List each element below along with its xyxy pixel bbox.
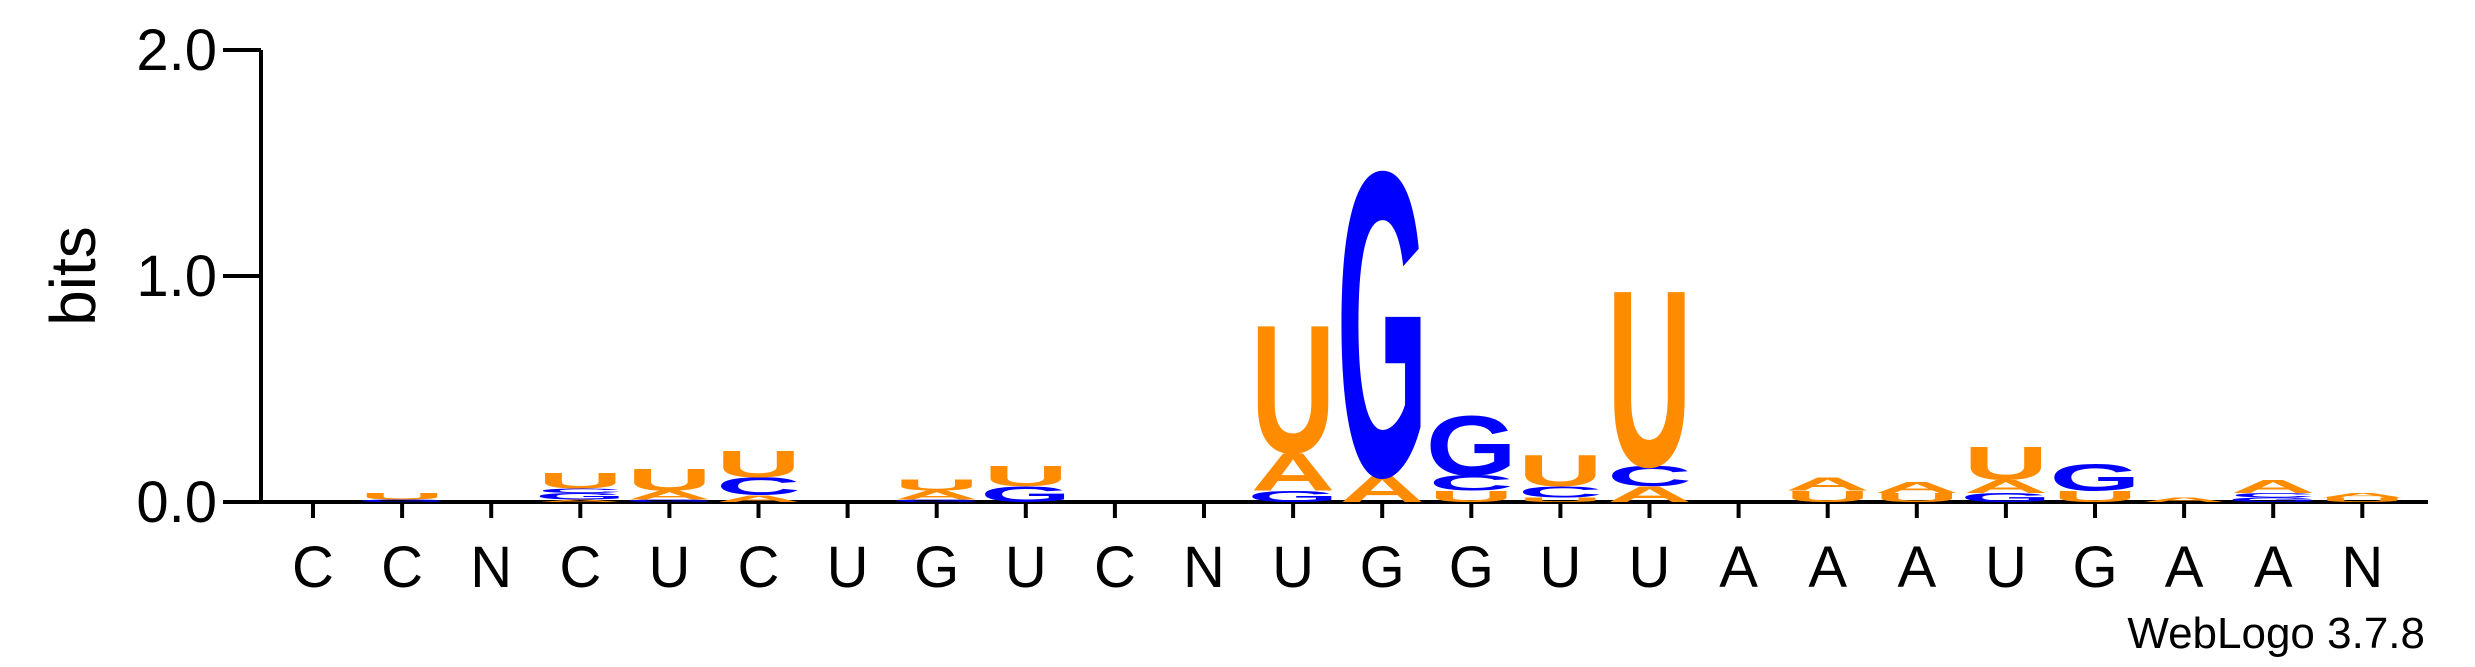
logo-letter-g: G [535, 491, 626, 502]
logo-letter-g: G [1426, 398, 1517, 494]
logo-letter-a: A [1607, 482, 1692, 507]
x-tick-label: U [1539, 535, 1581, 600]
logo-letter-u: U [627, 462, 712, 497]
y-tick-label: 2.0 [136, 18, 217, 83]
x-tick-label: A [1808, 535, 1847, 600]
x-tick-label: G [1360, 535, 1405, 600]
logo-letter-c: C [2231, 492, 2316, 499]
x-tick-label: U [1272, 535, 1314, 600]
logo-letter-c: C [538, 487, 623, 494]
logo-letter-a: A [2320, 492, 2405, 499]
y-tick-label: 1.0 [136, 244, 217, 309]
logo-letter-g: G [1960, 491, 2051, 505]
y-tick-label: 0.0 [136, 470, 217, 535]
logo-letter-a: A [2142, 496, 2227, 503]
x-tick-label: A [2254, 535, 2293, 600]
logo-letter-g: G [1337, 80, 1428, 568]
logo-letter-a: A [627, 488, 712, 502]
logo-letter-g: G [624, 499, 715, 503]
x-tick-label: C [381, 535, 423, 600]
logo-letter-g: G [980, 482, 1071, 507]
logo-letter-u: U [1785, 488, 1870, 506]
x-tick-label: C [1094, 535, 1136, 600]
logo-letter-u: U [716, 443, 801, 485]
logo-letter-g: G [891, 499, 982, 503]
logo-letter-g: G [357, 499, 448, 503]
logo-letter-u: U [894, 476, 979, 494]
x-tick-label: G [914, 535, 959, 600]
logo-letter-u: U [1429, 488, 1514, 506]
logo-letter-u: U [1964, 436, 2049, 489]
x-tick-label: A [1719, 535, 1758, 600]
logo-letter-a: A [1875, 479, 1960, 497]
logo-letter-c: C [1518, 483, 1603, 501]
x-tick-label: U [1629, 535, 1671, 600]
logo-letter-a: A [1340, 468, 1425, 510]
logo-letter-u: U [2053, 488, 2138, 506]
logo-letter-u: U [984, 461, 1069, 493]
logo-letter-a: A [1964, 476, 2049, 497]
logo-letter-u: U [1251, 287, 1336, 492]
x-tick-label: A [2165, 535, 2204, 600]
x-tick-label: N [470, 535, 512, 600]
logo-letter-a: A [2231, 476, 2316, 497]
y-axis-title: bits [37, 226, 109, 326]
logo-letter-u: U [1518, 496, 1603, 503]
x-tick-label: C [559, 535, 601, 600]
logo-letter-a: A [1785, 474, 1870, 495]
logo-letter-a: A [1251, 443, 1336, 502]
x-tick-label: G [1449, 535, 1494, 600]
logo-letter-c: C [1429, 471, 1514, 496]
logo-letter-u: U [1607, 237, 1692, 519]
x-tick-label: U [827, 535, 869, 600]
x-tick-label: G [2072, 535, 2117, 600]
logo-letter-a: A [538, 499, 623, 503]
logo-letter-g: G [1248, 488, 1339, 506]
x-tick-label: U [1005, 535, 1047, 600]
x-tick-label: N [2341, 535, 2383, 600]
logo-letter-a: A [716, 493, 801, 504]
logo-letter-u: U [1875, 491, 1960, 505]
logo-letter-a: A [894, 488, 979, 502]
logo-letter-c: C [716, 472, 801, 500]
y-ticks: 0.0 1.0 2.0 [136, 18, 261, 535]
logo-letter-u: U [1518, 446, 1603, 495]
logo-letter-g: G [2049, 457, 2140, 499]
logo-letter-g: G [2228, 496, 2319, 503]
x-tick-label: C [738, 535, 780, 600]
logo-letter-c: C [1607, 461, 1692, 493]
weblogo-version-label: WebLogo 3.7.8 [2127, 609, 2425, 658]
x-tick-label: A [1897, 535, 1936, 600]
logo-letter-u: U [360, 491, 445, 502]
x-tick-label: U [1985, 535, 2027, 600]
x-tick-label: U [648, 535, 690, 600]
x-tick-label: N [1183, 535, 1225, 600]
logo-letter-u: U [538, 469, 623, 494]
logo-letter-u: U [2320, 496, 2405, 503]
x-tick-label: C [292, 535, 334, 600]
